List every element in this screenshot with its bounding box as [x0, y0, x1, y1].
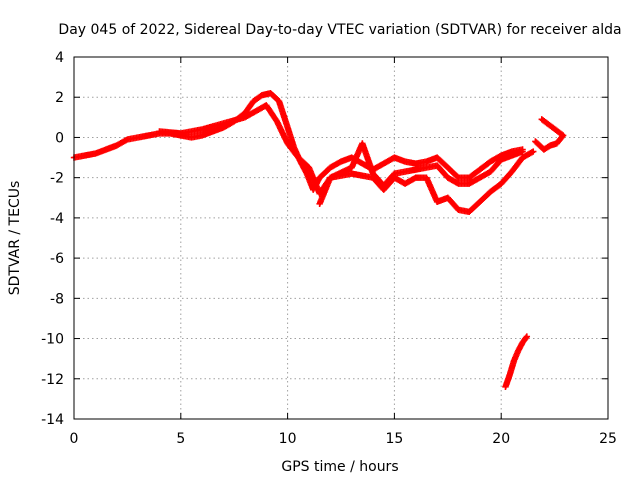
x-tick-label: 0 — [70, 431, 79, 447]
data-point — [530, 148, 537, 155]
series-2 — [156, 102, 526, 197]
y-tick-label: -4 — [50, 211, 64, 227]
y-tick-label: -8 — [50, 291, 64, 307]
x-axis-label: GPS time / hours — [281, 459, 398, 475]
x-tick-label: 20 — [492, 431, 510, 447]
y-tick-label: 2 — [55, 90, 64, 106]
grid-lines — [74, 57, 608, 419]
series-4 — [532, 116, 567, 153]
series-1 — [70, 90, 526, 193]
series-3 — [316, 148, 537, 216]
tick-labels: 0 5 10 15 20 25 -14 -12 -10 -8 -6 -4 -2 0 2 4 — [41, 50, 617, 447]
plot-frame — [73, 56, 609, 420]
data-point — [522, 334, 530, 341]
tick-marks — [73, 56, 609, 420]
y-tick-label: 4 — [55, 50, 64, 66]
data-point — [519, 148, 526, 155]
y-tick-label: -12 — [41, 372, 64, 388]
y-axis-label: SDTVAR / TECUs — [7, 181, 23, 296]
chart-title: Day 045 of 2022, Sidereal Day-to-day VTE… — [58, 22, 621, 38]
data-point — [539, 117, 547, 124]
x-tick-label: 5 — [176, 431, 185, 447]
y-tick-label: -14 — [41, 412, 64, 428]
series-5 — [502, 333, 531, 391]
y-tick-label: 0 — [55, 130, 64, 146]
data-point — [523, 333, 531, 340]
data-point — [538, 116, 545, 123]
x-tick-label: 25 — [599, 431, 617, 447]
x-tick-label: 15 — [385, 431, 403, 447]
y-tick-label: -2 — [50, 171, 64, 187]
y-tick-label: -6 — [50, 251, 64, 267]
data-points — [70, 90, 567, 391]
x-tick-label: 10 — [279, 431, 297, 447]
y-tick-label: -10 — [41, 332, 64, 348]
